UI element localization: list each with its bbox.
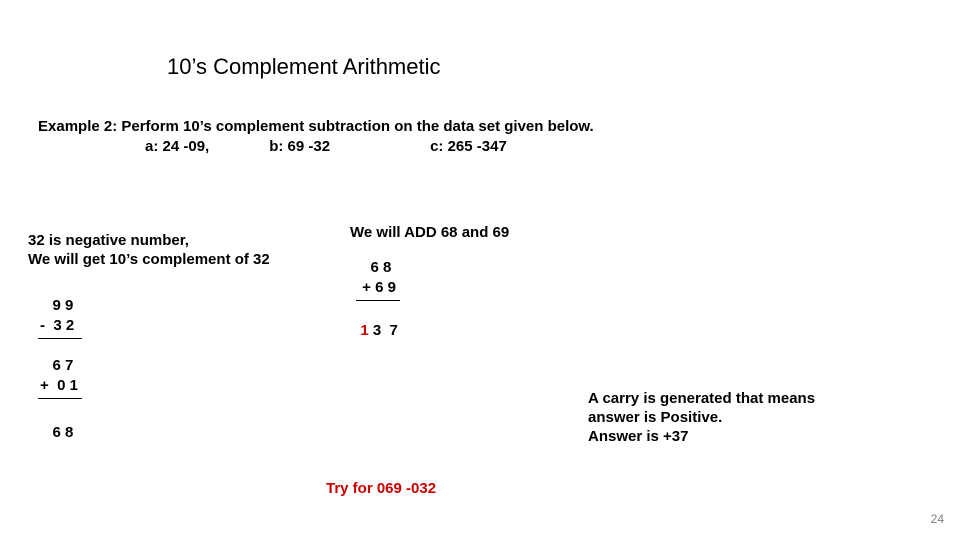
calc3-rest: 3 7 bbox=[369, 322, 398, 339]
hr-calc3 bbox=[356, 300, 400, 301]
slide-title: 10’s Complement Arithmetic bbox=[167, 54, 441, 80]
calc-99-minus-32: 9 9 - 3 2 bbox=[40, 296, 74, 335]
carry-digit: 1 bbox=[352, 322, 369, 339]
carry-line2: answer is Positive. bbox=[588, 409, 815, 428]
dataset-b: b: 69 -32 bbox=[269, 138, 330, 155]
carry-explanation: A carry is generated that means answer i… bbox=[588, 390, 815, 446]
calc3-result: 1 3 7 bbox=[352, 322, 398, 339]
carry-line1: A carry is generated that means bbox=[588, 390, 815, 409]
left-expl-line1: 32 is negative number, bbox=[28, 232, 270, 251]
left-expl-line2: We will get 10’s complement of 32 bbox=[28, 251, 270, 270]
dataset-a: a: 24 -09, bbox=[145, 138, 209, 155]
hr-calc1 bbox=[38, 338, 82, 339]
calc-67-plus-01: 6 7 + 0 1 bbox=[40, 356, 78, 395]
example-prompt: Example 2: Perform 10’s complement subtr… bbox=[38, 118, 594, 135]
calc2-result: 6 8 bbox=[40, 424, 73, 441]
calc-68-plus-69: 6 8 + 6 9 bbox=[358, 258, 396, 297]
try-for-prompt: Try for 069 -032 bbox=[326, 480, 436, 497]
page-number: 24 bbox=[931, 512, 944, 526]
left-explanation: 32 is negative number, We will get 10’s … bbox=[28, 232, 270, 270]
carry-line3: Answer is +37 bbox=[588, 428, 815, 447]
hr-calc2 bbox=[38, 398, 82, 399]
right-explanation: We will ADD 68 and 69 bbox=[350, 224, 509, 241]
dataset-line: a: 24 -09, b: 69 -32 c: 265 -347 bbox=[145, 138, 507, 155]
dataset-c: c: 265 -347 bbox=[430, 138, 507, 155]
